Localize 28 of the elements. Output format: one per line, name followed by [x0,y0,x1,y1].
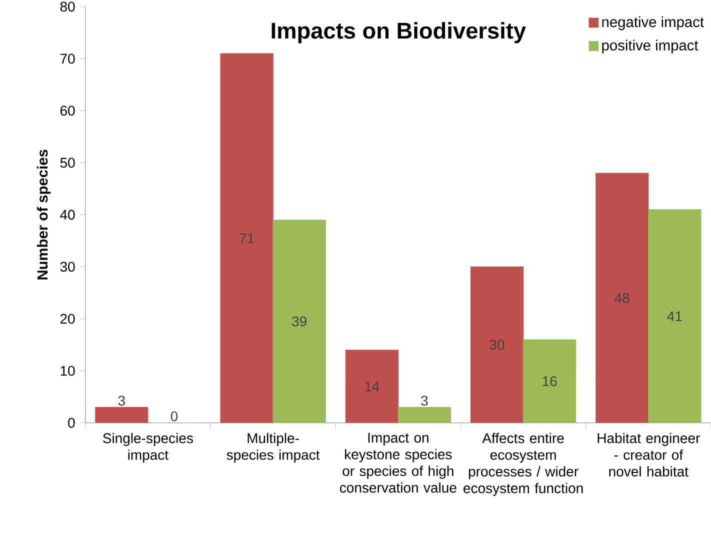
x-tick-label: Single-species impact [103,433,193,463]
y-tick-label: 20 [60,314,75,324]
data-label: 71 [240,234,254,244]
y-tick-label: 70 [60,54,75,64]
x-tick-label: Affects entire ecosystem processes / wider ecosystem function [464,433,583,496]
data-label: 39 [292,316,306,327]
data-label: 48 [614,293,630,304]
y-tick-label: 30 [60,262,75,272]
y-tick-label: 60 [60,106,75,116]
y-axis-title: Number of species [36,150,51,280]
data-label: 3 [118,396,125,406]
x-tick-label: Impact on keystone species or species of high conservation value [340,433,456,493]
data-label: 41 [667,312,682,322]
x-tick-label: Multiple-species impact [226,433,320,463]
y-tick-label: 80 [60,2,75,12]
legend-label: positive impact [602,40,698,54]
legend-label: negative impact [602,16,704,30]
y-tick-label: 10 [60,366,75,376]
text: Impacts on Biodiversity [272,22,526,44]
y-tick-label: 40 [60,210,75,220]
data-label: 0 [170,412,178,422]
data-label: 14 [365,382,380,392]
data-label: 16 [542,376,557,386]
y-tick-label: 50 [60,158,75,168]
x-tick-label: Habitat engineer - creator of novel habitat [598,433,700,477]
data-label: 3 [421,396,428,406]
data-label: 30 [490,340,504,350]
y-tick-label: 0 [68,418,75,428]
